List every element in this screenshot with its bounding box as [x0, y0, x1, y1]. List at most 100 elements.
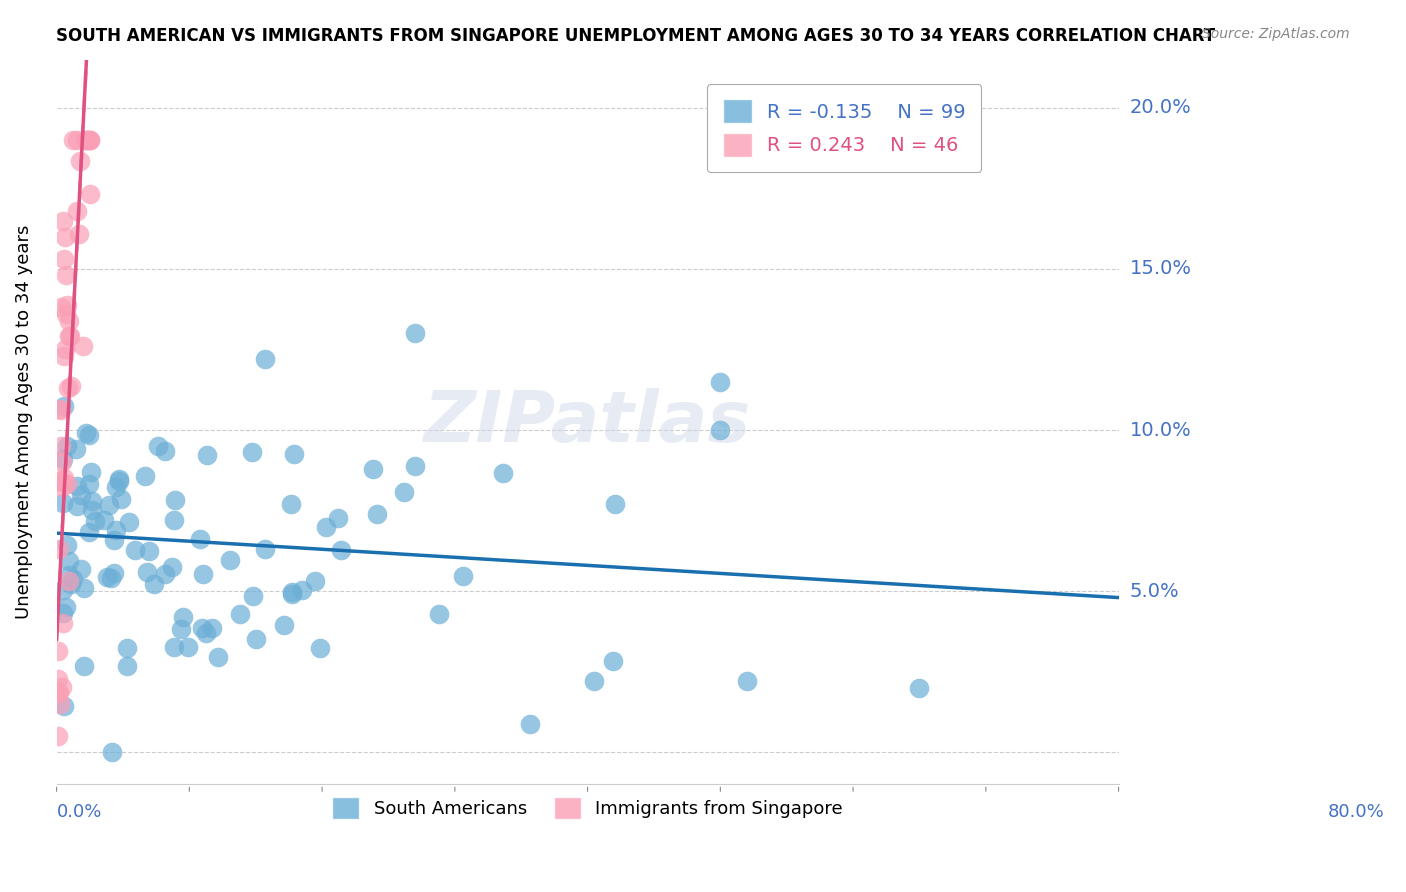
Point — [100, 571, 122, 585]
Point — [69, 562, 91, 576]
Point — [709, 423, 731, 437]
Point — [48, 402, 70, 417]
Point — [56, 538, 79, 552]
Point — [66, 500, 89, 514]
Point — [52, 213, 75, 227]
Point — [134, 468, 156, 483]
Point — [66, 133, 89, 147]
Point — [138, 544, 160, 558]
Point — [49, 697, 72, 711]
Point — [76, 133, 98, 147]
Point — [245, 632, 267, 646]
Point — [103, 533, 125, 548]
Point — [55, 307, 77, 321]
Point — [67, 227, 90, 241]
Point — [53, 399, 76, 413]
Point — [105, 480, 128, 494]
Point — [253, 541, 276, 556]
Point — [172, 610, 194, 624]
Point — [80, 503, 103, 517]
Point — [273, 618, 295, 632]
Point — [69, 154, 91, 169]
Point — [118, 515, 141, 529]
Point — [602, 654, 624, 668]
Point — [53, 699, 76, 714]
Text: 0.0%: 0.0% — [56, 803, 103, 821]
Point — [79, 133, 101, 147]
Point — [108, 474, 131, 488]
Point — [66, 204, 89, 219]
Point — [56, 381, 79, 395]
Point — [291, 582, 314, 597]
Point — [582, 674, 605, 689]
Point — [194, 626, 217, 640]
Point — [52, 582, 75, 597]
Point — [108, 471, 131, 485]
Point — [46, 729, 69, 743]
Point — [170, 622, 193, 636]
Point — [135, 566, 157, 580]
Point — [77, 476, 100, 491]
Point — [308, 641, 330, 656]
Point — [49, 474, 72, 488]
Point — [280, 497, 302, 511]
Point — [148, 439, 170, 453]
Point — [80, 494, 103, 508]
Point — [195, 448, 218, 462]
Point — [404, 326, 426, 341]
Point — [117, 658, 139, 673]
Point — [100, 745, 122, 759]
Point — [79, 133, 101, 147]
Point — [66, 478, 89, 492]
Point — [52, 496, 75, 510]
Point — [160, 560, 183, 574]
Point — [93, 513, 115, 527]
Point — [80, 465, 103, 479]
Point — [53, 229, 76, 244]
Point — [201, 621, 224, 635]
Text: SOUTH AMERICAN VS IMMIGRANTS FROM SINGAPORE UNEMPLOYMENT AMONG AGES 30 TO 34 YEA: SOUTH AMERICAN VS IMMIGRANTS FROM SINGAP… — [56, 27, 1215, 45]
Point — [62, 572, 84, 586]
Point — [115, 641, 138, 656]
Point — [58, 553, 80, 567]
Point — [326, 511, 349, 525]
Point — [56, 298, 79, 312]
Point — [280, 584, 302, 599]
Point — [124, 542, 146, 557]
Point — [519, 716, 541, 731]
Point — [72, 658, 94, 673]
Point — [51, 402, 73, 417]
Point — [59, 329, 82, 343]
Point — [72, 582, 94, 596]
Point — [52, 607, 75, 621]
Point — [603, 497, 626, 511]
Point — [58, 329, 80, 343]
Text: 10.0%: 10.0% — [1129, 420, 1191, 440]
Point — [908, 681, 931, 695]
Point — [207, 649, 229, 664]
Point — [53, 252, 76, 266]
Point — [735, 674, 758, 689]
Point — [404, 458, 426, 473]
Point — [155, 567, 177, 582]
Point — [79, 187, 101, 202]
Point — [153, 444, 176, 458]
Text: 15.0%: 15.0% — [1129, 260, 1192, 278]
Point — [59, 379, 82, 393]
Point — [48, 541, 70, 556]
Point — [55, 600, 77, 615]
Point — [62, 133, 84, 147]
Point — [283, 447, 305, 461]
Point — [98, 498, 121, 512]
Point — [190, 621, 212, 635]
Point — [162, 640, 184, 654]
Point — [75, 425, 97, 440]
Legend: South Americans, Immigrants from Singapore: South Americans, Immigrants from Singapo… — [325, 789, 851, 826]
Point — [315, 519, 337, 533]
Point — [49, 300, 72, 314]
Point — [177, 640, 200, 654]
Point — [60, 577, 83, 591]
Text: 20.0%: 20.0% — [1129, 98, 1191, 118]
Text: ZIPatlas: ZIPatlas — [425, 387, 751, 457]
Point — [304, 574, 326, 588]
